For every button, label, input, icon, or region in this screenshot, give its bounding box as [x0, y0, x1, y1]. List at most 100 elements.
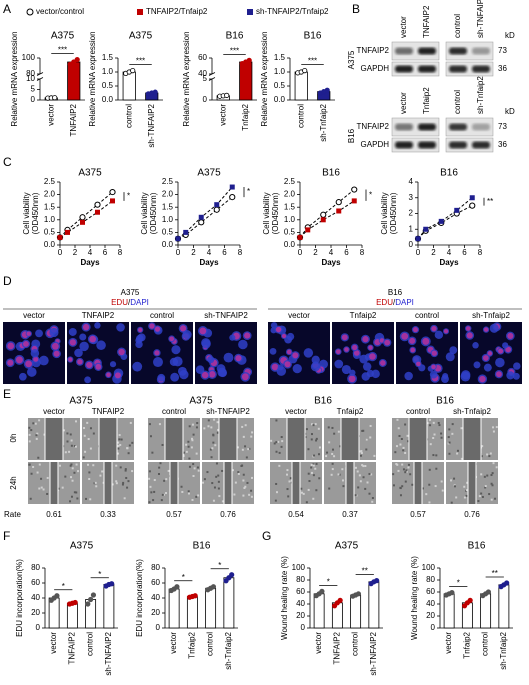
cell-texture [491, 472, 494, 475]
data-point [152, 89, 158, 95]
cell-texture [460, 457, 463, 460]
cell-texture [212, 434, 215, 437]
nucleus [79, 333, 87, 341]
marker [305, 227, 311, 233]
nucleus [74, 348, 83, 358]
edu-signal [89, 335, 96, 343]
edu-signal [353, 350, 360, 356]
nucleus [170, 372, 180, 382]
nucleus [449, 346, 458, 355]
data-point [54, 593, 60, 599]
cell-texture [490, 498, 493, 501]
nucleus [157, 373, 166, 382]
cell-texture [314, 467, 317, 470]
wound-gap [50, 462, 58, 504]
cell-texture [122, 481, 125, 484]
cell-texture [131, 441, 134, 444]
stain-label: EDU/DAPI [111, 298, 149, 307]
edu-signal [244, 332, 251, 339]
rate-value: 0.76 [220, 510, 236, 519]
lane-label: sh-Tnfaip2 [472, 311, 510, 320]
x-tick-label: 0 [58, 248, 63, 257]
cell-texture [358, 474, 361, 477]
cell-texture [192, 474, 195, 477]
data-point [52, 95, 58, 101]
bar [103, 584, 115, 629]
cell-texture [404, 480, 407, 483]
edu-signal [410, 347, 416, 353]
marker [213, 206, 220, 213]
size-label: 73 [498, 46, 507, 55]
y-axis-label: (OD450nm) [149, 192, 158, 234]
cell-texture [118, 438, 121, 441]
cell-texture [426, 422, 429, 425]
stain-label: EDU/DAPI [376, 298, 414, 307]
nucleus [502, 342, 509, 349]
cell-texture [463, 496, 466, 499]
nucleus [39, 355, 49, 366]
cell-texture [69, 433, 72, 436]
data-point [90, 592, 97, 598]
y-tick-label: 0.0 [102, 95, 114, 104]
cell-texture [483, 475, 486, 478]
x-tick-label: 4 [207, 248, 212, 257]
cell-texture [71, 467, 74, 470]
cell-texture [448, 428, 451, 431]
cell-texture [85, 497, 88, 500]
nucleus [513, 362, 521, 370]
cell-texture [280, 445, 283, 448]
cell-texture [312, 474, 315, 477]
y-tick-label: 2.5 [284, 177, 296, 186]
cell-texture [93, 482, 96, 485]
rate-value: 0.57 [410, 510, 426, 519]
y-tick-label: 5 [31, 85, 36, 94]
marker [57, 234, 63, 240]
size-label: 36 [498, 64, 507, 73]
legend-marker [26, 8, 34, 16]
cell-texture [251, 431, 254, 434]
cell-texture [453, 485, 456, 488]
edu-signal [149, 323, 155, 329]
data-point [319, 588, 325, 595]
cell-texture [278, 464, 281, 467]
cell-texture [328, 487, 331, 490]
cell-texture [274, 499, 277, 502]
nucleus [207, 356, 215, 364]
protein-label: GAPDH [361, 140, 390, 149]
cell-texture [333, 455, 336, 458]
cell-texture [477, 500, 480, 503]
nucleus [152, 357, 163, 368]
lane-label: control [162, 407, 186, 416]
y-tick-label: 20 [296, 611, 305, 620]
edu-signal [416, 361, 421, 367]
cell-texture [64, 451, 67, 454]
cell-texture [315, 437, 318, 440]
x-tick-label: 0 [298, 248, 303, 257]
cell-texture [165, 492, 168, 495]
cell-texture [42, 488, 45, 491]
significance-label: * [218, 561, 221, 570]
bar [122, 71, 136, 101]
blot-membrane [391, 117, 440, 137]
cell-texture [203, 427, 206, 430]
marker [229, 184, 235, 190]
cell-texture [369, 436, 372, 439]
nucleus [276, 366, 287, 376]
blot-band [395, 141, 413, 149]
edu-signal [241, 373, 249, 381]
cell-texture [75, 463, 78, 466]
x-tick-label: vector [218, 104, 227, 126]
cell-texture [310, 433, 313, 436]
cell-texture [395, 445, 398, 448]
y-tick-label: 1.0 [102, 67, 114, 76]
y-tick-label: 100 [22, 53, 36, 62]
chart-title: B16 [322, 168, 340, 179]
cell-texture [495, 466, 498, 469]
legend-marker [247, 9, 253, 15]
panel-label: E [3, 387, 11, 401]
cell-texture [428, 483, 431, 486]
nucleus [311, 355, 320, 364]
cell-texture [28, 440, 31, 443]
edu-signal [443, 329, 449, 334]
marker [469, 195, 475, 201]
